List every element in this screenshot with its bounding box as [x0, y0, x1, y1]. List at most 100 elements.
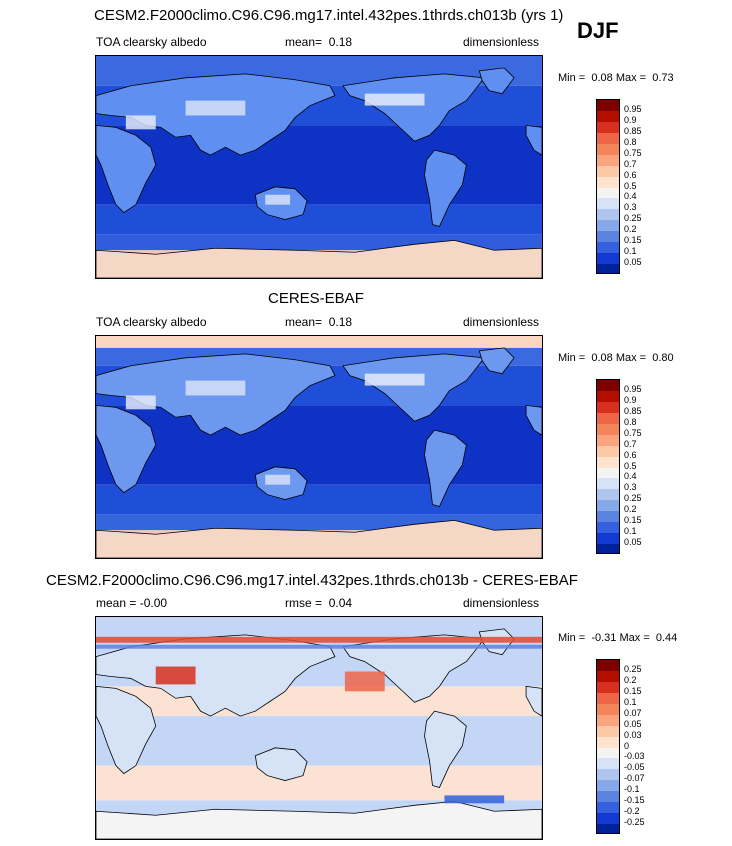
- colorbar-tick-label: 0.15: [624, 685, 642, 696]
- colorbar-swatch: [597, 143, 619, 155]
- colorbar-tick-label: 0.25: [624, 493, 642, 504]
- high-albedo-patch: [125, 115, 156, 130]
- colorbar-diff: [596, 659, 620, 834]
- zonal-band: [96, 336, 542, 348]
- high-albedo-patch: [265, 194, 291, 205]
- difference-patch: [344, 671, 385, 692]
- season-label: DJF: [577, 18, 619, 43]
- colorbar-tick-label: 0.7: [624, 438, 637, 449]
- variable-label-model: TOA clearsky albedo: [96, 35, 207, 49]
- colorbar-swatch: [597, 489, 619, 501]
- colorbar-swatch: [597, 264, 619, 273]
- colorbar-tick-label: 0.95: [624, 103, 642, 114]
- colorbar-swatch: [597, 242, 619, 254]
- colorbar-swatch: [597, 390, 619, 402]
- colorbar-tick-label: 0.1: [624, 246, 637, 257]
- high-albedo-patch: [265, 474, 291, 485]
- colorbar-swatch: [597, 154, 619, 166]
- colorbar-tick-label: 0.85: [624, 125, 642, 136]
- colorbar-tick-label: 0.3: [624, 482, 637, 493]
- minmax-model: Min = 0.08 Max = 0.73: [558, 72, 674, 84]
- units-obs: dimensionless: [463, 315, 540, 329]
- coastline-africa-east: [525, 124, 542, 156]
- coastline-antarctica: [96, 239, 542, 278]
- colorbar-swatch: [597, 253, 619, 265]
- minmax-diff: Min = -0.31 Max = 0.44: [558, 632, 677, 644]
- high-albedo-patch: [125, 395, 156, 410]
- map-svg: [96, 617, 542, 839]
- colorbar-tick-label: 0: [624, 740, 630, 751]
- colorbar-swatch: [597, 176, 619, 188]
- colorbar-swatch: [597, 445, 619, 457]
- zonal-band: [96, 125, 542, 205]
- panel-title-diff: CESM2.F2000climo.C96.C96.mg17.intel.432p…: [46, 572, 578, 589]
- coastline-s-america: [424, 429, 467, 507]
- coastline-antarctica: [96, 800, 542, 839]
- rmse-value: 0.04: [328, 596, 353, 610]
- colorbar-swatch: [597, 467, 619, 479]
- colorbar-swatch: [597, 747, 619, 759]
- colorbar-tick-label: 0.25: [624, 213, 642, 224]
- map-svg: [96, 336, 542, 558]
- colorbar-tick-label: 0.3: [624, 202, 637, 213]
- high-albedo-patch: [364, 373, 425, 386]
- colorbar-tick-label: 0.95: [624, 383, 642, 394]
- panel-title-obs: CERES-EBAF: [268, 290, 364, 307]
- colorbar-swatch: [597, 522, 619, 534]
- mean-obs: mean= 0.18: [285, 315, 352, 329]
- colorbar-swatch: [597, 769, 619, 781]
- colorbar-tick-label: 0.05: [624, 257, 642, 268]
- colorbar-swatch: [597, 780, 619, 792]
- colorbar-swatch: [597, 544, 619, 553]
- colorbar-tick-label: -0.05: [624, 762, 645, 773]
- map-model: [95, 55, 543, 279]
- colorbar-swatch: [597, 110, 619, 122]
- colorbar-swatch: [597, 401, 619, 413]
- colorbar-tick-label: 0.15: [624, 235, 642, 246]
- rmse-label: rmse =: [285, 596, 323, 610]
- colorbar-model: [596, 99, 620, 274]
- colorbar-swatch: [597, 703, 619, 715]
- colorbar-tick-label: 0.6: [624, 169, 637, 180]
- zonal-band: [96, 765, 542, 801]
- colorbar-tick-label: 0.9: [624, 114, 637, 125]
- colorbar-tick-label: 0.9: [624, 394, 637, 405]
- coastline-africa: [96, 124, 157, 214]
- high-albedo-patch: [185, 100, 246, 116]
- colorbar-swatch: [597, 714, 619, 726]
- colorbar-tick-label: 0.03: [624, 729, 642, 740]
- high-albedo-patch: [364, 93, 425, 106]
- max-value: 0.73: [652, 72, 674, 84]
- colorbar-tick-label: 0.8: [624, 136, 637, 147]
- difference-patch: [155, 666, 196, 685]
- colorbar-swatch: [597, 380, 619, 391]
- colorbar-tick-label: 0.85: [624, 405, 642, 416]
- coastline-africa-east: [525, 404, 542, 436]
- map-obs: [95, 335, 543, 559]
- max-label: Max =: [619, 632, 650, 644]
- colorbar-tick-label: 0.75: [624, 147, 642, 158]
- coastline-n-america: [342, 634, 486, 703]
- colorbar-swatch: [597, 670, 619, 682]
- colorbar-swatch: [597, 231, 619, 243]
- colorbar-tick-label: 0.6: [624, 449, 637, 460]
- high-albedo-patch: [185, 380, 246, 396]
- colorbar-tick-label: 0.8: [624, 416, 637, 427]
- colorbar-tick-label: 0.7: [624, 158, 637, 169]
- variable-label-obs: TOA clearsky albedo: [96, 315, 207, 329]
- max-value: 0.80: [652, 352, 674, 364]
- colorbar-swatch: [597, 533, 619, 545]
- difference-patch: [96, 636, 542, 643]
- coastline-greenland: [478, 67, 515, 95]
- colorbar-tick-label: -0.15: [624, 795, 645, 806]
- colorbar-swatch: [597, 209, 619, 221]
- colorbar-tick-label: 0.05: [624, 537, 642, 548]
- minmax-obs: Min = 0.08 Max = 0.80: [558, 352, 674, 364]
- units-model: dimensionless: [463, 35, 540, 49]
- colorbar-swatch: [597, 681, 619, 693]
- colorbar-tick-label: 0.2: [624, 504, 637, 515]
- mean-label: mean=: [285, 315, 323, 329]
- colorbar-tick-label: 0.07: [624, 707, 642, 718]
- coastline-australia: [254, 747, 308, 781]
- colorbar-swatch: [597, 423, 619, 435]
